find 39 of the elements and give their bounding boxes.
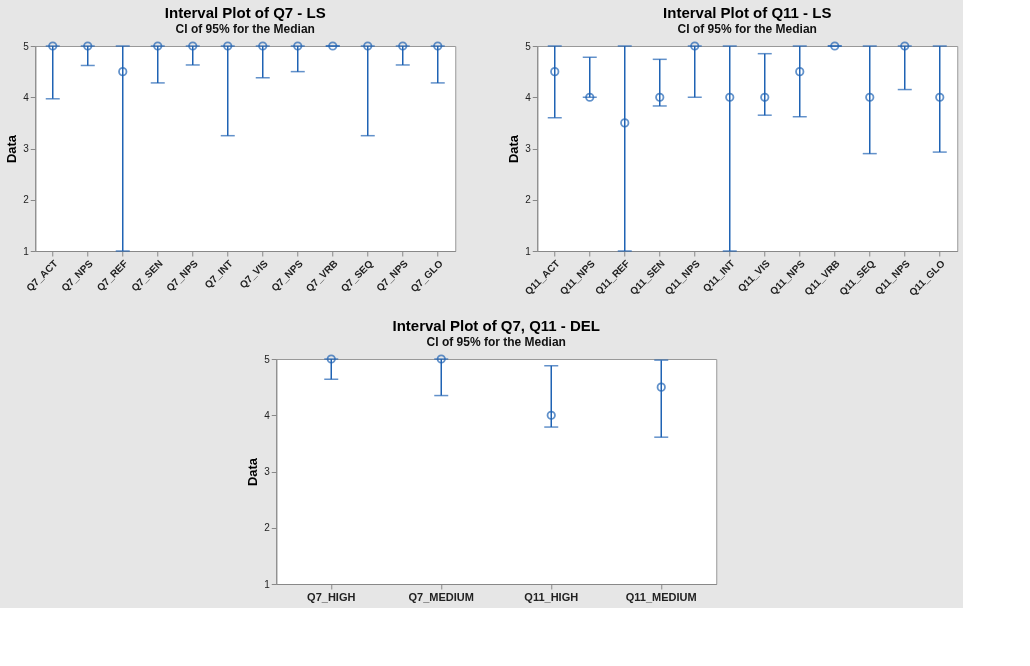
point	[655, 92, 665, 102]
y-tick-label: 1	[525, 245, 532, 257]
y-tick-label: 3	[525, 143, 532, 154]
point	[935, 92, 945, 102]
y-tick-label: 1	[264, 578, 271, 590]
y-axis-title: Data	[4, 134, 20, 164]
y-tick-label: 5	[525, 40, 532, 52]
y-tick-label: 3	[264, 466, 271, 477]
y-tick-label: 3	[23, 143, 30, 154]
y-tick-label: 2	[525, 194, 532, 206]
y-tick-label: 4	[23, 91, 30, 103]
y-tick-label: 5	[23, 40, 30, 52]
point	[656, 382, 666, 392]
chart-title: Interval Plot of Q11 - LS	[663, 3, 832, 21]
point	[725, 92, 735, 102]
y-tick-label: 2	[264, 522, 271, 534]
chart-subtitle: CI of 95% for the Median	[426, 334, 566, 349]
point	[546, 410, 556, 420]
point	[550, 67, 560, 77]
chart-subtitle: CI of 95% for the Median	[175, 21, 315, 36]
point	[795, 67, 805, 77]
y-tick-label: 1	[23, 245, 30, 257]
x-tick-label: Q7_HIGH	[307, 590, 356, 603]
y-axis-title: Data	[506, 134, 522, 164]
point	[830, 41, 840, 51]
point	[865, 92, 875, 102]
x-tick-label: Q7_MEDIUM	[408, 590, 474, 603]
chart-title: Interval Plot of Q7, Q11 - DEL	[392, 316, 601, 334]
point	[620, 118, 630, 128]
point	[760, 92, 770, 102]
y-axis-title: Data	[245, 457, 261, 487]
chart-subtitle: CI of 95% for the Median	[677, 21, 817, 36]
chart-title: Interval Plot of Q7 - LS	[164, 3, 326, 21]
y-tick-label: 2	[23, 194, 30, 206]
y-tick-label: 5	[264, 353, 271, 365]
x-tick-label: Q11_MEDIUM	[625, 590, 697, 603]
y-tick-label: 4	[525, 91, 532, 103]
y-tick-label: 4	[264, 409, 271, 421]
x-tick-label: Q11_HIGH	[524, 590, 579, 603]
